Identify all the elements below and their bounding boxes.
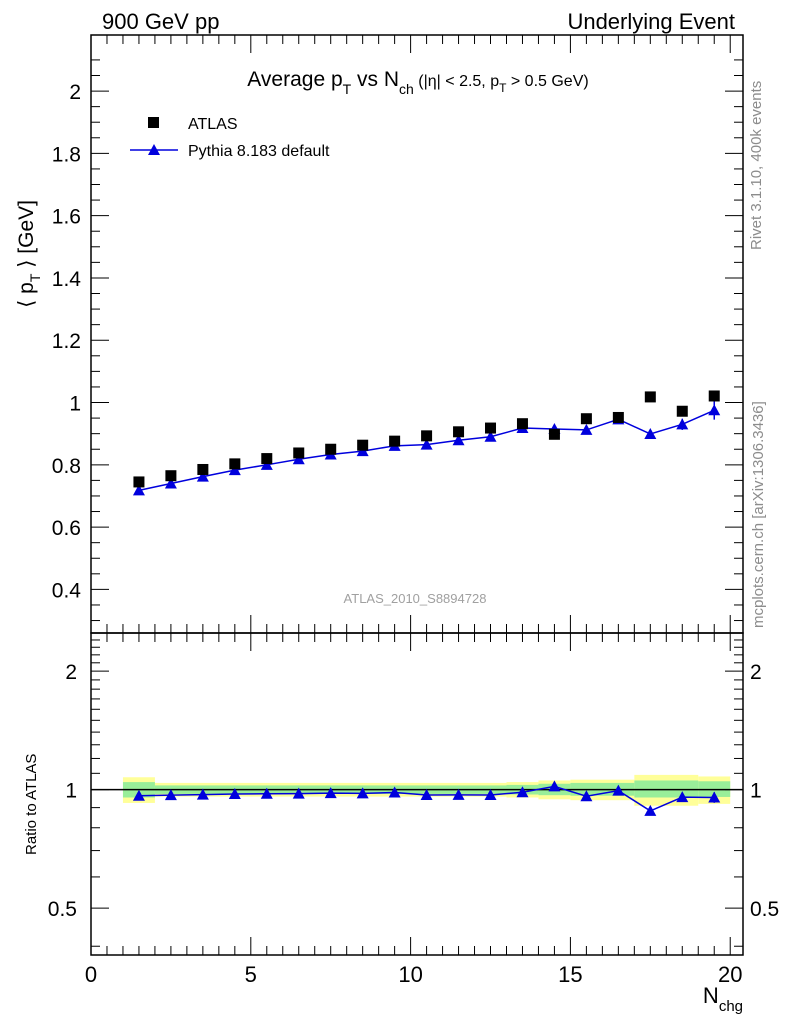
ratio-tick-label: 2 — [65, 661, 77, 684]
analysis-id: ATLAS_2010_S8894728 — [344, 591, 487, 606]
legend-atlas-marker — [148, 117, 159, 128]
atlas-point — [676, 405, 688, 417]
ratio-tick-label-right: 2 — [750, 661, 762, 684]
atlas-point — [485, 422, 497, 434]
ratio-point — [516, 786, 529, 798]
atlas-point — [293, 447, 305, 459]
ratio-point — [644, 804, 657, 816]
atlas-point — [229, 458, 241, 470]
pythia-point — [708, 404, 721, 416]
y-tick-label: 1.8 — [52, 143, 81, 166]
ratio-point — [708, 791, 721, 803]
pythia-point — [484, 430, 497, 442]
y-tick-label: 2 — [69, 81, 81, 104]
side-text-rivet: Rivet 3.1.10, 400k events — [748, 81, 765, 250]
ratio-point — [228, 787, 241, 799]
pythia-line — [138, 409, 715, 492]
y-tick-label: 0.8 — [52, 455, 81, 478]
atlas-point — [133, 476, 145, 488]
ratio-point — [548, 780, 561, 792]
ratio-point — [260, 787, 273, 799]
x-tick-label: 0 — [85, 962, 97, 987]
ratio-tick-label: 0.5 — [48, 898, 77, 921]
atlas-point — [197, 463, 209, 475]
y-axis-label: ⟨ pT ⟩ [GeV] — [15, 200, 43, 308]
pythia-point — [164, 477, 177, 489]
y-tick-label: 1.6 — [52, 206, 81, 229]
plot-title: Average pT vs Nch (|η| < 2.5, pT > 0.5 G… — [247, 68, 588, 97]
pythia-point — [580, 423, 593, 435]
ratio-point — [324, 787, 337, 799]
pythia-point — [420, 438, 433, 450]
pythia-point — [228, 464, 241, 476]
ratio-point — [580, 790, 593, 802]
main-series — [132, 390, 721, 496]
atlas-point — [580, 413, 592, 425]
ratio-point — [132, 789, 145, 801]
ratio-point — [164, 789, 177, 801]
ratio-series — [132, 780, 721, 816]
ratio-point — [196, 788, 209, 800]
atlas-point — [165, 470, 177, 482]
ratio-point — [612, 784, 625, 796]
y-tick-label: 1.2 — [52, 330, 81, 353]
pythia-point — [132, 484, 145, 496]
pythia-point — [452, 434, 465, 446]
ratio-point — [420, 788, 433, 800]
y-tick-label: 0.4 — [52, 579, 82, 602]
ratio-point — [356, 787, 369, 799]
atlas-point — [644, 391, 656, 403]
legend-atlas-label: ATLAS — [188, 116, 238, 133]
legend-pythia-label: Pythia 8.183 default — [188, 143, 330, 160]
side-text-mcplots: mcplots.cern.ch [arXiv:1306.3436] — [750, 401, 767, 628]
x-tick-label: 10 — [398, 962, 422, 987]
ratio-point — [676, 791, 689, 803]
header-right: Underlying Event — [567, 9, 735, 34]
ratio-point — [388, 786, 401, 798]
pythia-point — [196, 470, 209, 482]
ratio-point — [292, 787, 305, 799]
pythia-point — [676, 418, 689, 430]
y-tick-label: 0.6 — [52, 517, 81, 540]
ratio-tick-label: 1 — [65, 780, 77, 803]
y-tick-label: 1 — [69, 393, 81, 416]
atlas-point — [708, 390, 720, 402]
atlas-point — [453, 426, 465, 438]
ratio-point — [484, 788, 497, 800]
ratio-point — [452, 788, 465, 800]
legend-pythia-marker — [148, 144, 160, 155]
x-tick-label: 5 — [245, 962, 257, 987]
atlas-point — [261, 453, 273, 465]
x-tick-label: 15 — [558, 962, 582, 987]
ratio-tick-label-right: 1 — [750, 780, 762, 803]
x-axis-label: Nchg — [703, 983, 743, 1015]
atlas-point — [421, 430, 433, 442]
header-left: 900 GeV pp — [102, 9, 219, 34]
x-tick-label: 20 — [718, 962, 742, 987]
legend: ATLAS Pythia 8.183 default — [130, 116, 330, 160]
atlas-point — [357, 439, 369, 451]
atlas-point — [516, 418, 528, 430]
y-tick-label: 1.4 — [52, 268, 82, 291]
ratio-tick-label-right: 0.5 — [750, 898, 779, 921]
ratio-plot-frame — [90, 632, 744, 956]
atlas-point — [612, 411, 624, 423]
pythia-point — [260, 458, 273, 470]
pythia-point — [292, 453, 305, 465]
pythia-point — [644, 427, 657, 439]
atlas-point — [548, 428, 560, 440]
atlas-point — [389, 435, 401, 447]
ratio-y-axis-label: Ratio to ATLAS — [23, 754, 40, 855]
atlas-point — [325, 443, 337, 455]
axis-ticks: 0 5 10 15 20 0.4 0.6 0.8 1 1.2 1.4 1.6 1.8 2 0.5 0.5 1 1 2… — [48, 35, 779, 987]
